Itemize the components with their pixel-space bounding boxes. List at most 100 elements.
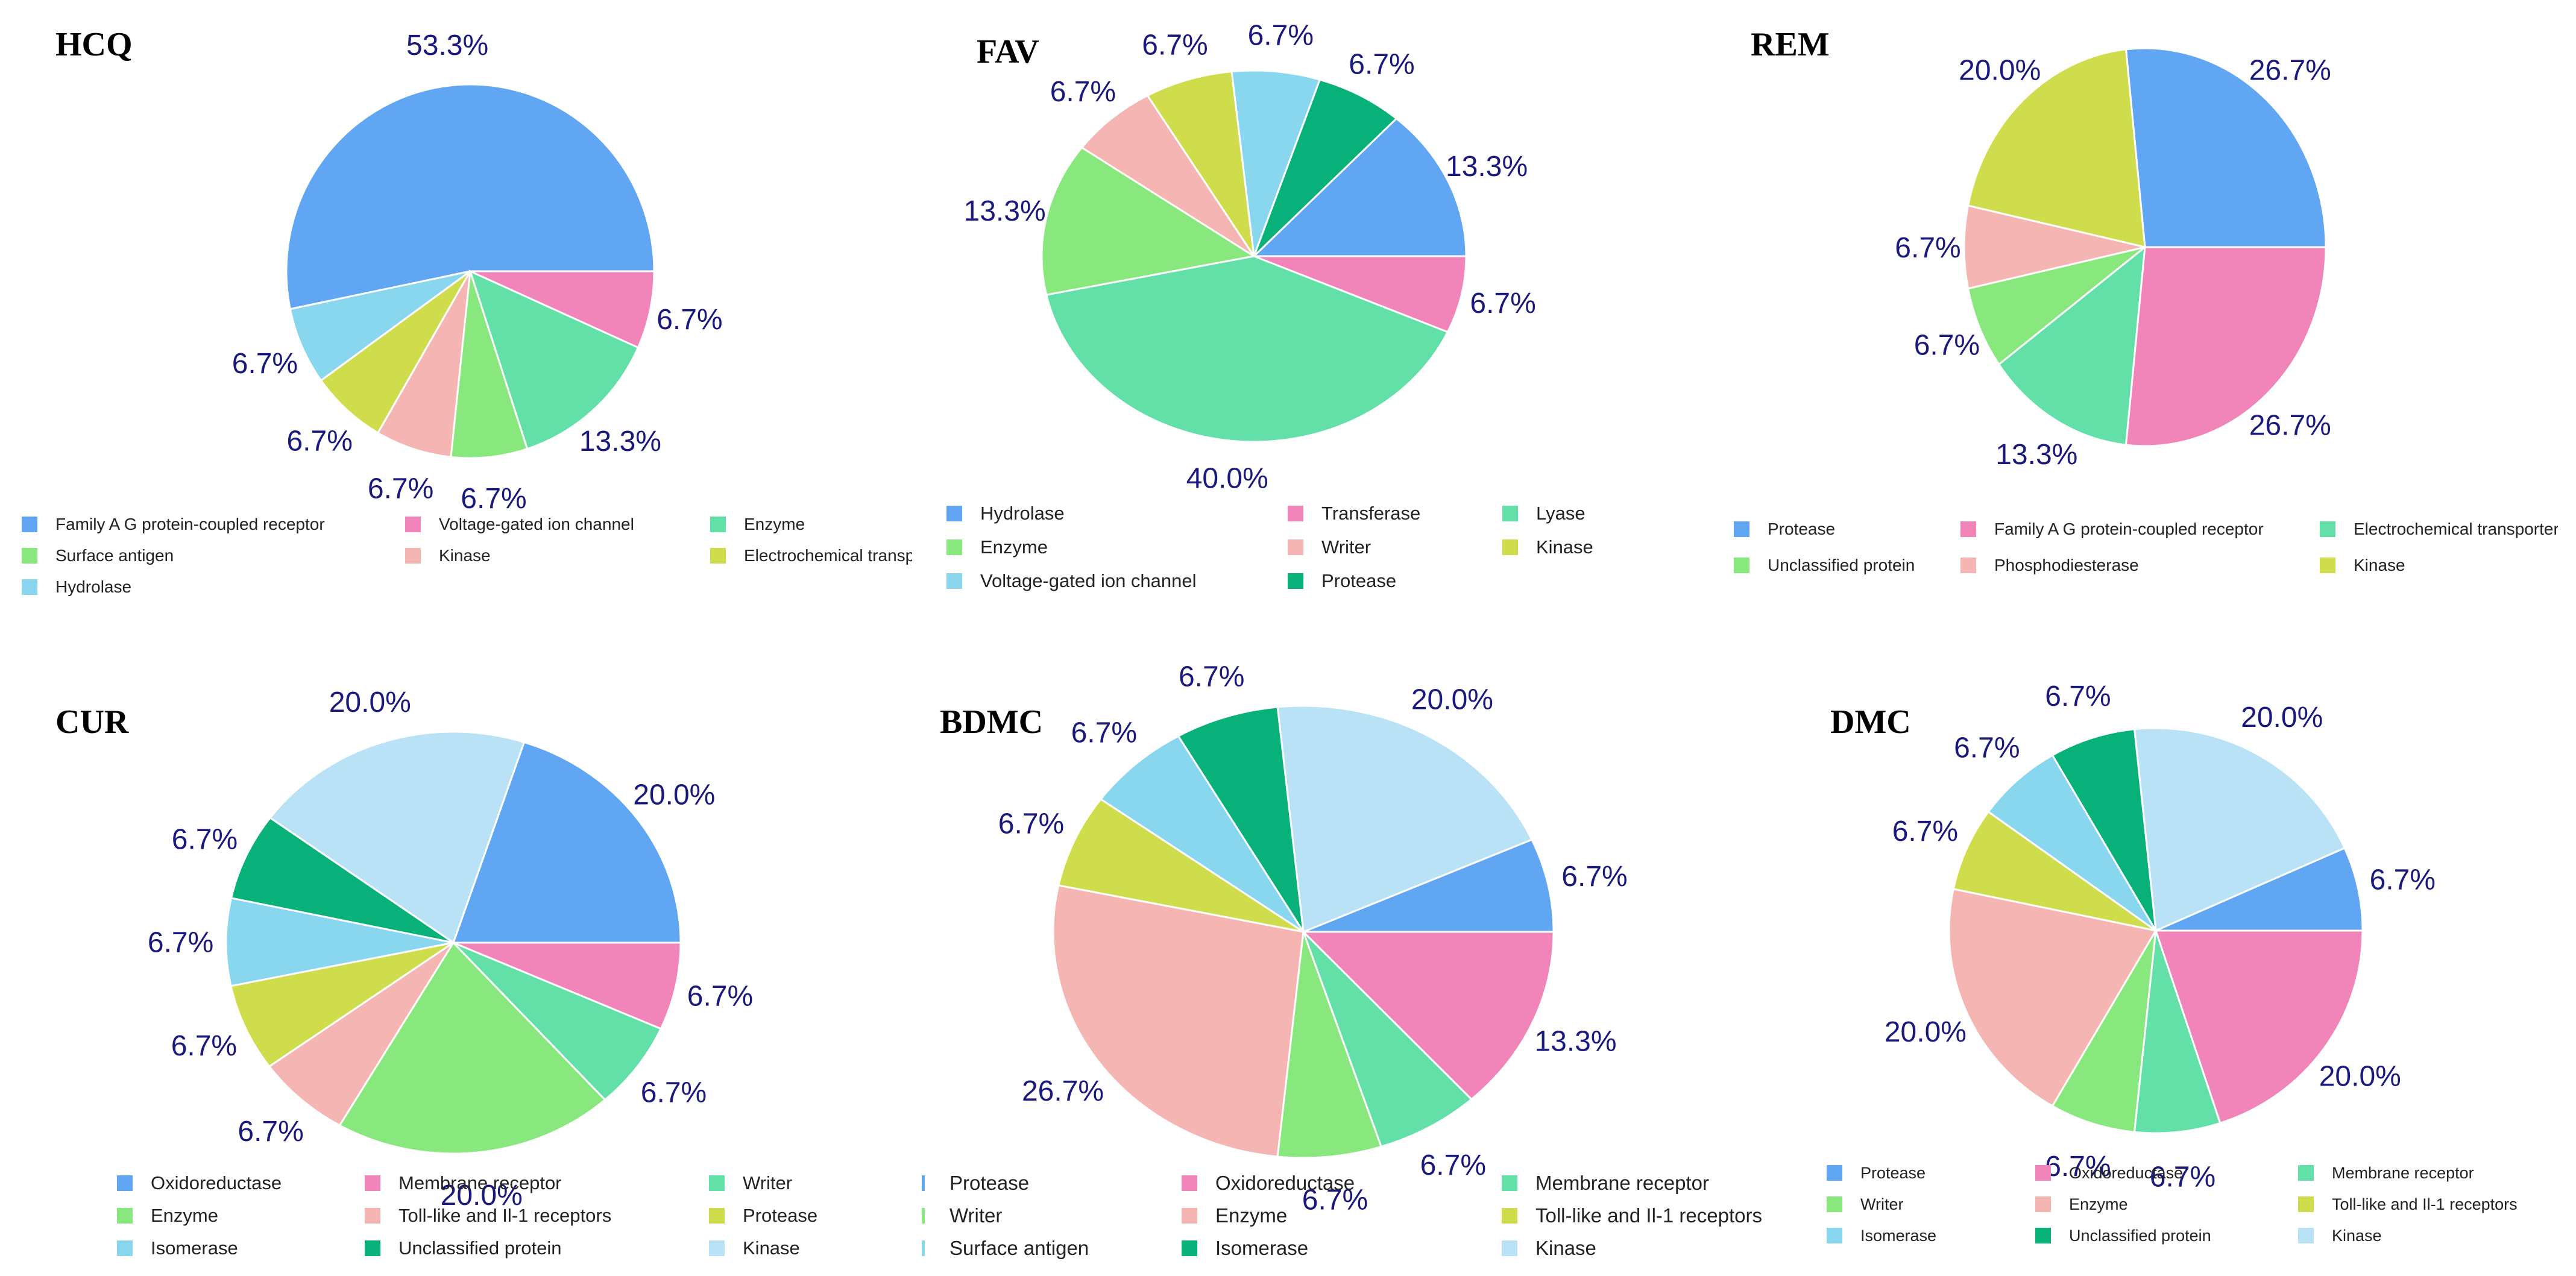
slice-percent-label: 6.7% [1914, 330, 1980, 362]
legend-item: Enzyme [946, 533, 1266, 562]
legend-swatch [710, 517, 726, 532]
pie-slice [1967, 246, 2146, 366]
legend-item: Isomerase [117, 1234, 343, 1262]
pie-slice [468, 269, 640, 450]
legend-item: Oxidoreductase [117, 1169, 343, 1197]
slice-percent-label: 6.7% [238, 1116, 303, 1148]
legend-item: Writer [1288, 533, 1481, 562]
legend-label: Membrane receptor [1535, 1172, 1709, 1194]
slice-percent-label: 6.7% [998, 808, 1064, 840]
legend: Protease Oxidoreductase Membrane receptor W… [916, 1169, 1803, 1262]
pie-chart: 26.7% 20.0% 6.7% 6.7% 13.3% 26.7% [1895, 47, 2331, 471]
pie-panel-dmc: DMC 6.7% 20.0% 6.7% 6.7% 6.7% 20.0% 6.7% 6.7% 20.… [1717, 638, 2575, 1275]
pie-slice [2124, 47, 2327, 248]
slice-percent-label: 13.3% [964, 195, 1046, 227]
legend-label: Kinase [439, 546, 491, 565]
legend-swatch [709, 1175, 725, 1191]
legend-item: Oxidoreductase [1182, 1169, 1480, 1197]
slice-percent-label: 6.7% [1954, 732, 2020, 764]
legend-label: Family A G protein-coupled receptor [55, 515, 325, 533]
legend-swatch [1288, 506, 1303, 521]
pie-slice [1099, 735, 1305, 933]
legend-item: Protease [916, 1169, 1160, 1197]
pie-slice [2133, 930, 2222, 1134]
legend-swatch [709, 1240, 725, 1256]
legend-label: Protease [949, 1172, 1030, 1194]
slice-percent-label: 20.0% [2319, 1061, 2401, 1093]
pie-slice [1997, 245, 2146, 446]
pie-slice [1057, 797, 1304, 933]
legend-label: Family A G protein-coupled receptor [1994, 520, 2264, 538]
pie-panel-bdmc: BDMC 6.7% 20.0% 6.7% 6.7% 6.7% 26.7% 6.7% 6.7% 13… [858, 638, 1762, 1275]
legend-label: Kinase [2354, 556, 2405, 574]
legend-swatch [1288, 539, 1303, 555]
slice-percent-label: 6.7% [2045, 1151, 2111, 1183]
legend-label: Voltage-gated ion channel [439, 515, 634, 533]
pie-slice [230, 816, 454, 944]
legend-label: Writer [949, 1204, 1003, 1227]
pie-slice [2155, 846, 2364, 932]
legend-item: Voltage-gated ion channel [946, 567, 1266, 596]
legend-swatch [1288, 573, 1303, 589]
legend-item: Voltage-gated ion channel [405, 511, 688, 538]
slice-percent-label: 20.0% [633, 779, 715, 811]
pie-slice [1177, 706, 1305, 932]
legend-item: Membrane receptor [1502, 1169, 1803, 1197]
legend-item: Enzyme [117, 1202, 343, 1230]
legend-label: Oxidoreductase [151, 1172, 282, 1193]
legend-swatch [22, 548, 37, 564]
legend-item: Toll-like and Il-1 receptors [2298, 1191, 2563, 1218]
legend-item: Family A G protein-coupled receptor [1960, 514, 2298, 545]
legend-swatch [1182, 1208, 1197, 1224]
slice-percent-label: 6.7% [172, 824, 238, 856]
slice-percent-label: 6.7% [1142, 30, 1208, 61]
slice-percent-label: 13.3% [1534, 1026, 1616, 1058]
pie-slice [1253, 255, 1467, 333]
pie-slice [1230, 69, 1321, 257]
legend-label: Electrochemical transp [744, 546, 912, 565]
legend-swatch [946, 539, 962, 555]
pie-slice [2124, 246, 2327, 447]
legend-item: Writer [916, 1202, 1160, 1230]
legend-item: Unclassified protein [365, 1234, 687, 1262]
legend-item: Surface antigen [916, 1234, 1160, 1262]
legend-swatch [365, 1208, 380, 1224]
legend-swatch [2035, 1165, 2051, 1181]
legend-swatch [22, 579, 37, 595]
slice-percent-label: 6.7% [1892, 816, 1958, 847]
legend-item: Kinase [2298, 1222, 2563, 1249]
slice-percent-label: 6.7% [232, 348, 298, 380]
slice-percent-label: 40.0% [1186, 463, 1268, 495]
slice-percent-label: 20.0% [1885, 1016, 1967, 1048]
legend-swatch [709, 1208, 725, 1224]
legend-label: Protease [1321, 570, 1397, 591]
legend-swatch [117, 1240, 133, 1256]
legend: Hydrolase Transferase Lyase Enzyme Writer Kin… [946, 499, 1647, 596]
pie-chart: 6.7% 20.0% 6.7% 6.7% 6.7% 26.7% 6.7% 6.7% 13.3% [998, 661, 1628, 1216]
pie-slice [225, 897, 454, 987]
legend-item: Toll-like and Il-1 receptors [1502, 1202, 1803, 1230]
legend-swatch [1734, 521, 1749, 537]
legend-label: Surface antigen [55, 546, 174, 565]
slice-percent-label: 6.7% [641, 1077, 707, 1109]
legend-label: Kinase [1536, 536, 1593, 558]
legend-swatch [922, 1208, 925, 1224]
legend-swatch [946, 573, 962, 589]
legend-item: Protease [1827, 1160, 2014, 1186]
legend-label: Writer [1860, 1195, 1904, 1213]
legend-label: Membrane receptor [2332, 1163, 2474, 1182]
pie-slice [1052, 884, 1305, 1158]
legend-label: Isomerase [151, 1237, 238, 1259]
slice-percent-label: 53.3% [406, 30, 488, 61]
legend-label: Lyase [1536, 503, 1586, 524]
legend-label: Membrane receptor [398, 1172, 562, 1193]
slice-percent-label: 6.7% [171, 1030, 237, 1062]
pie-slice [453, 941, 682, 1030]
legend-item: Kinase [2320, 550, 2558, 581]
legend-swatch [1827, 1196, 1842, 1212]
pie-chart: 53.3% 6.7% 6.7% 6.7% 6.7% 13.3% 6.7% [232, 30, 723, 515]
chart-title: REM [1751, 26, 1830, 63]
legend-swatch [922, 1175, 925, 1191]
slice-percent-label: 20.0% [441, 1180, 523, 1212]
pie-slice [452, 941, 663, 1101]
